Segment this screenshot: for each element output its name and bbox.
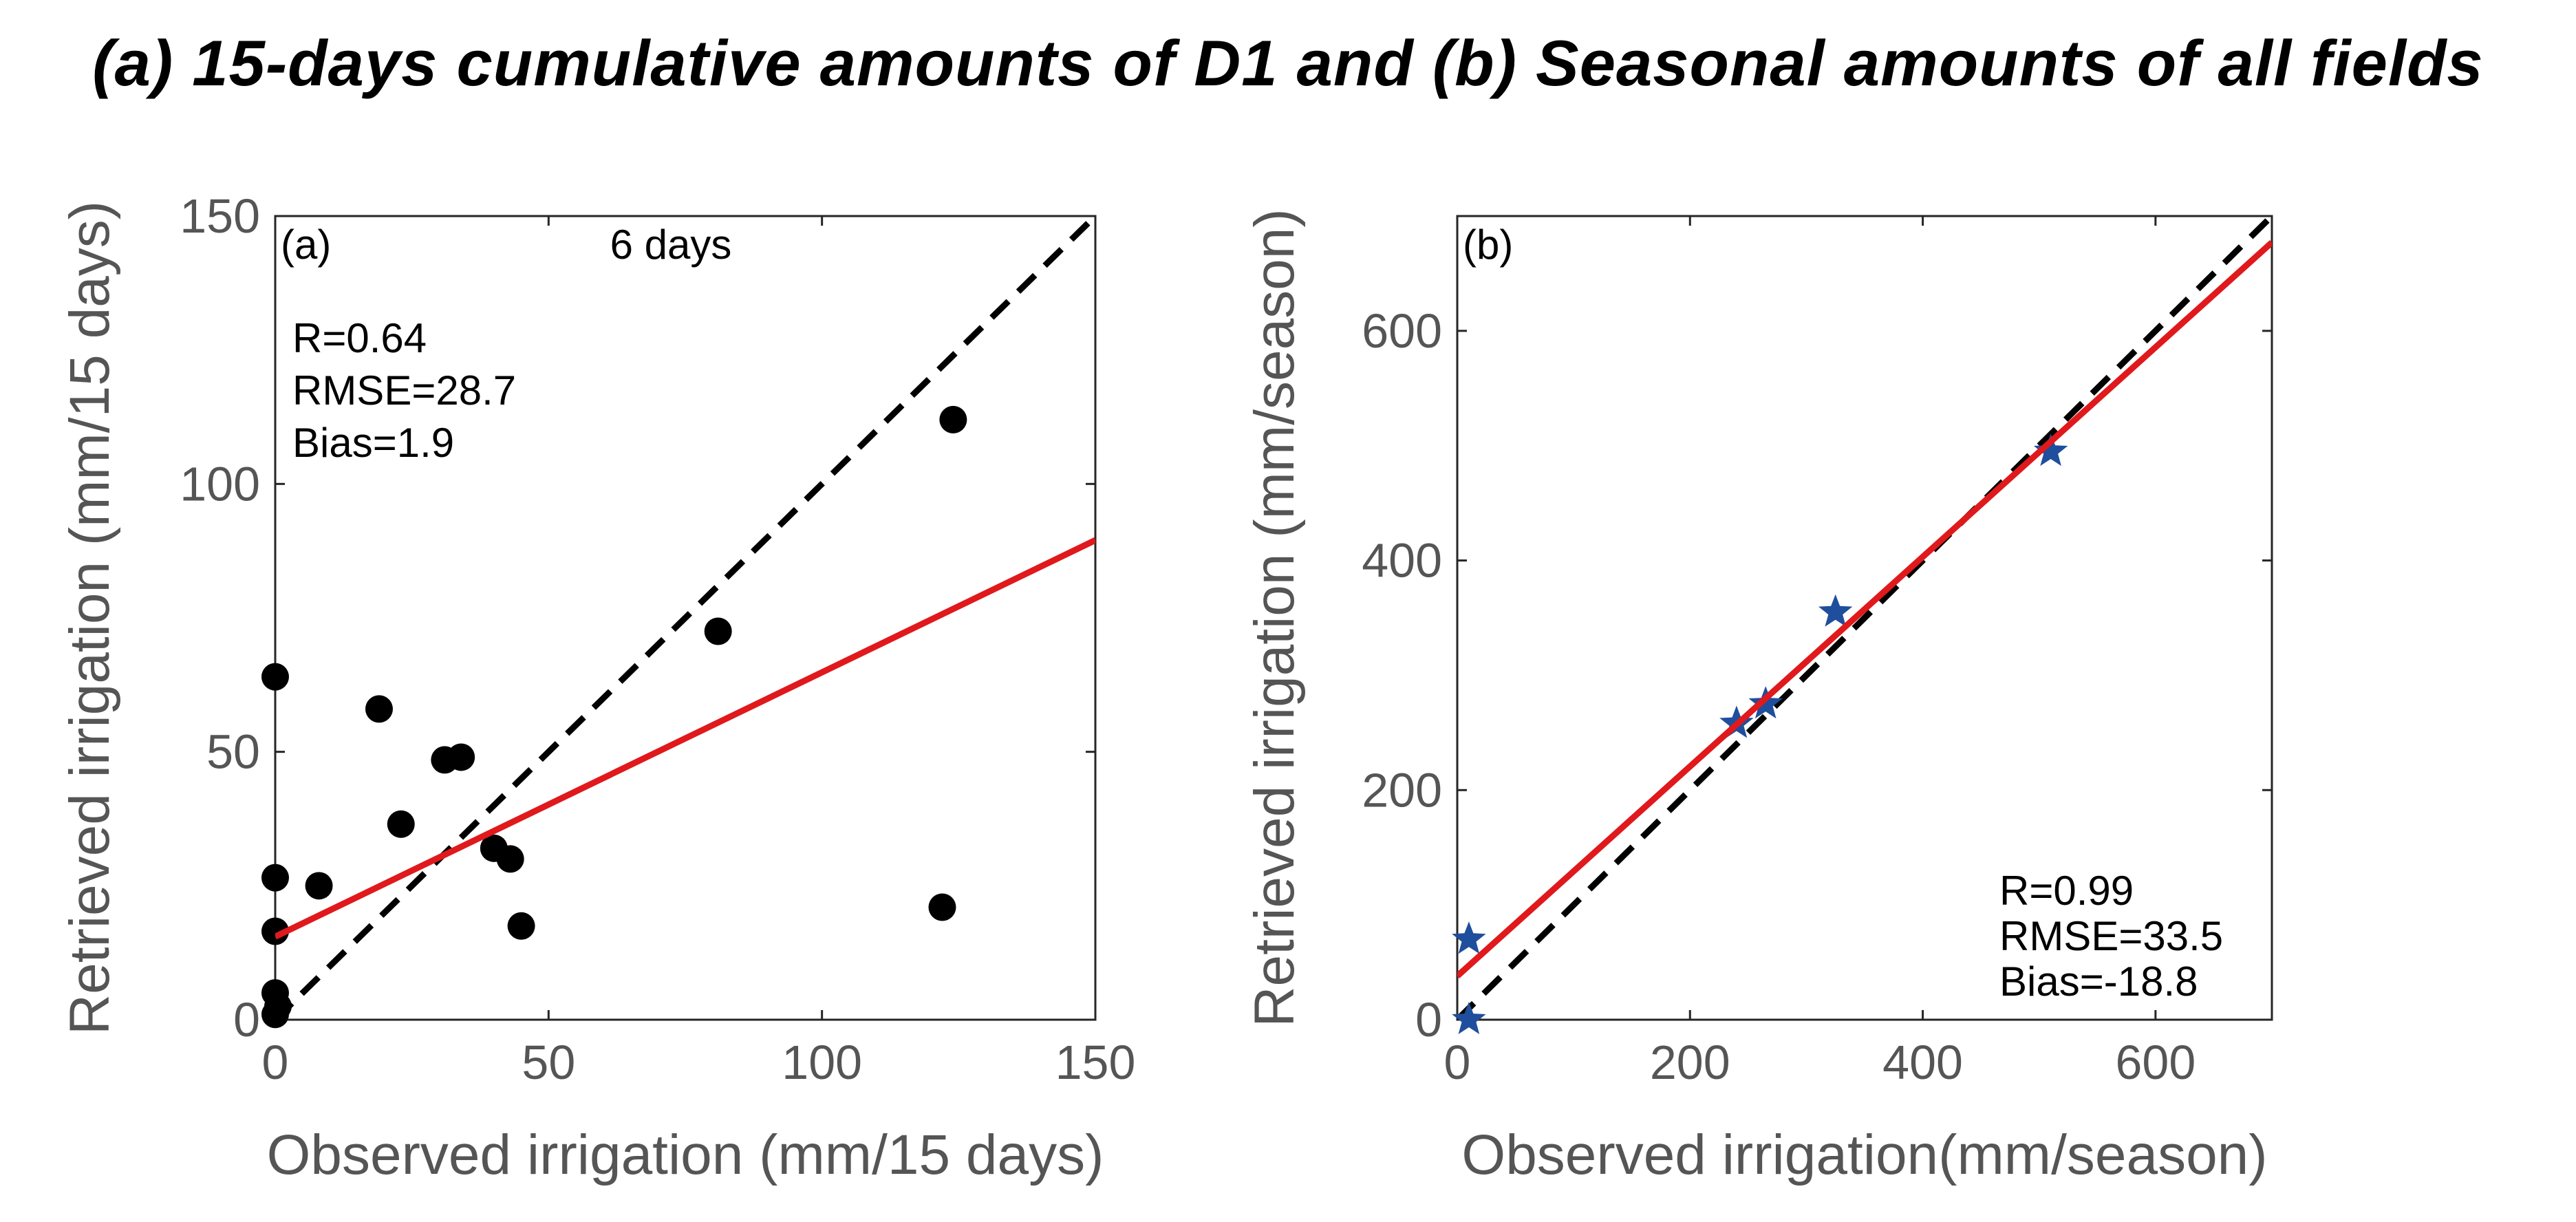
x-tick-label: 150: [1055, 1036, 1136, 1089]
data-point: [261, 864, 289, 892]
panel-tag: (a): [281, 222, 331, 268]
stats-label: R=0.99: [1999, 868, 2134, 914]
x-tick-label: 600: [2115, 1036, 2196, 1089]
x-axis-label: Observed irrigation (mm/15 days): [267, 1124, 1104, 1186]
y-tick-label: 600: [1362, 304, 1442, 358]
panel-a-plot: 0 50 100 150 0 50 100 150 Observed irrigation (m…: [58, 189, 1135, 1186]
x-tick-label: 0: [262, 1036, 289, 1089]
page-title: (a) 15-days cumulative amounts of D1 and…: [92, 27, 2484, 99]
x-tick-label: 200: [1650, 1036, 1730, 1089]
axes-frame: [274, 215, 1097, 1021]
x-tick-label: 400: [1882, 1036, 1963, 1089]
data-point: [365, 695, 393, 723]
stats-label: RMSE=28.7: [292, 367, 516, 414]
y-tick-label: 200: [1362, 763, 1442, 817]
panel-tag: (b): [1463, 222, 1513, 268]
panel-b-plot: 0 200 400 600 0 200 400 600 Observed irrigation(…: [1243, 208, 2273, 1186]
data-point-star: [1452, 921, 1486, 954]
y-tick-label: 150: [180, 189, 260, 243]
y-tick-label: 400: [1362, 534, 1442, 588]
one-to-one-line: [275, 216, 1095, 1020]
stats-label: Bias=-18.8: [1999, 958, 2198, 1005]
data-point: [387, 810, 415, 838]
regression-line: [1457, 240, 2272, 978]
stats-label: Bias=1.9: [292, 420, 454, 466]
x-tick-label: 0: [1444, 1036, 1471, 1089]
regression-line: [275, 537, 1095, 940]
stats-label: R=0.64: [292, 315, 427, 361]
y-axis-label: Retrieved irrigation (mm/season): [1243, 208, 1306, 1027]
data-point: [261, 663, 289, 691]
y-tick-label: 0: [1415, 993, 1442, 1047]
data-point-star: [2033, 433, 2068, 467]
y-axis-label: Retrieved irrigation (mm/15 days): [58, 201, 121, 1035]
x-axis-label: Observed irrigation(mm/season): [1461, 1124, 2267, 1186]
y-tick-label: 50: [206, 725, 260, 779]
data-point: [496, 845, 524, 873]
data-point: [507, 912, 535, 940]
x-tick-label: 50: [522, 1036, 575, 1089]
data-point: [261, 917, 289, 945]
panel-subtitle: 6 days: [610, 222, 732, 268]
data-point: [305, 872, 333, 900]
data-point: [939, 405, 967, 433]
one-to-one-line: [1457, 216, 2272, 1020]
data-point: [928, 893, 956, 921]
data-point-star: [1818, 594, 1853, 627]
axes-frame: [1456, 215, 2273, 1021]
y-tick-label: 100: [180, 457, 260, 511]
stats-label: RMSE=33.5: [1999, 913, 2223, 959]
data-point: [447, 743, 475, 771]
data-point-star: [1452, 1002, 1486, 1034]
data-point: [264, 992, 292, 1020]
y-tick-label: 0: [233, 993, 260, 1047]
x-tick-label: 100: [782, 1036, 862, 1089]
data-point: [704, 617, 732, 645]
